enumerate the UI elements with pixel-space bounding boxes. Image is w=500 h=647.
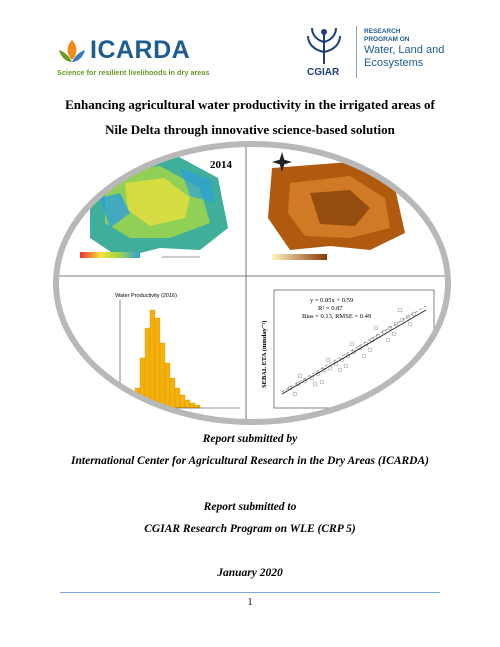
- scatter-equation: y = 0.85x + 0.59: [310, 297, 353, 304]
- program-line-2: PROGRAM ON: [364, 35, 410, 43]
- research-program-label: RESEARCH PROGRAM ON: [364, 28, 410, 43]
- report-title: Enhancing agricultural water productivit…: [20, 92, 480, 142]
- eta-map: [268, 152, 405, 260]
- icarda-leaf-icon: [59, 40, 85, 62]
- scatter-ylabel: SEBAL ETA (mmday⁻¹): [261, 321, 268, 388]
- submitted-to-label: Report submitted to: [203, 501, 297, 513]
- logo-divider: [356, 26, 357, 78]
- report-date: January 2020: [217, 567, 283, 579]
- cgiar-wordmark: CGIAR: [307, 67, 340, 78]
- wle-label: Water, Land and Ecosystems: [364, 44, 444, 70]
- cgiar-wheat-icon: [307, 27, 341, 64]
- page-number: 1: [247, 597, 253, 608]
- icarda-logo: ICARDA Science for resilient livelihoods…: [55, 32, 209, 82]
- wle-line-1: Water, Land and: [364, 44, 445, 56]
- icarda-tagline: Science for resilient livelihoods in dry…: [57, 68, 210, 77]
- map-year-label: 2014: [210, 159, 233, 171]
- cgiar-wle-logo: CGIAR RESEARCH PROGRAM ON Water, Land an…: [298, 22, 478, 82]
- oval-frame: [53, 141, 451, 425]
- scatter-r2: R² = 0.87: [318, 305, 343, 312]
- scatter-stats: Bias = 0.13, RMSE = 0.49: [302, 313, 371, 320]
- cover-figure-collage: 2014 Water Productivity (2016): [53, 141, 451, 425]
- submitted-by-org: International Center for Agricultural Re…: [71, 455, 429, 467]
- north-arrow-icon: [272, 152, 292, 172]
- submitted-by-label: Report submitted by: [202, 433, 298, 445]
- program-line-1: RESEARCH: [364, 28, 401, 35]
- submitted-to-program: CGIAR Research Program on WLE (CRP 5): [144, 523, 356, 535]
- footer-rule: [60, 592, 440, 593]
- title-line-2: Nile Delta through innovative science-ba…: [105, 122, 395, 137]
- histogram-title: Water Productivity (2016): [115, 293, 177, 299]
- title-line-1: Enhancing agricultural water productivit…: [65, 97, 435, 112]
- icarda-logo-name: ICARDA: [90, 36, 191, 64]
- eta-validation-scatter: y = 0.85x + 0.59 R² = 0.87 Bias = 0.13, …: [261, 289, 435, 409]
- wle-line-2: Ecosystems: [364, 57, 424, 69]
